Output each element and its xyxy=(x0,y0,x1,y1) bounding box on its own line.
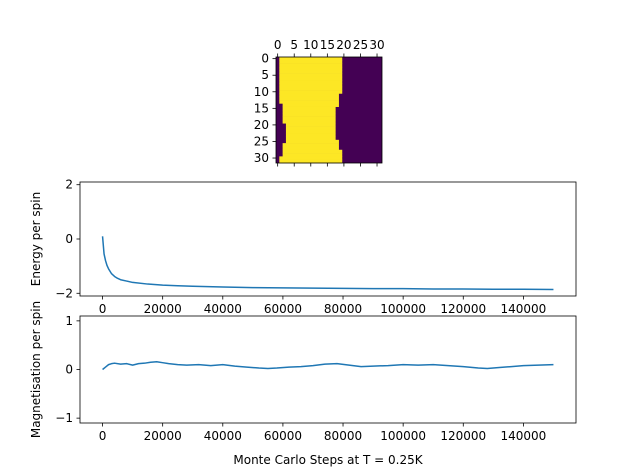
lattice-x-tick-label: 0 xyxy=(274,38,282,52)
lattice-row-up-domain xyxy=(279,156,343,160)
lattice-y-tick-label: 25 xyxy=(254,134,269,148)
lattice-row-up-domain xyxy=(282,149,343,154)
lattice-row-up-domain xyxy=(279,76,343,81)
lattice-row-up-domain xyxy=(279,96,339,101)
y-tick-label: 1 xyxy=(65,314,73,328)
x-tick-label: 140000 xyxy=(500,429,546,443)
x-tick-label: 80000 xyxy=(324,302,362,316)
magnetisation-axes-frame xyxy=(79,315,577,424)
lattice-row-up-domain xyxy=(282,119,336,124)
energy-y-axis-label: Energy per spin xyxy=(29,192,43,286)
lattice-row-up-domain xyxy=(285,126,336,131)
x-axis-label: Monte Carlo Steps at T = 0.25K xyxy=(233,453,423,467)
lattice-row-up-domain xyxy=(279,86,343,91)
lattice-y-tick-label: 15 xyxy=(254,101,269,115)
lattice-y-tick-label: 30 xyxy=(254,151,269,165)
energy-panel: 0 20000 40000 60000 80000 100000 120000 140000 … xyxy=(29,178,577,316)
magnetisation-panel: 0 20000 40000 60000 80000 100000 120000 140000 … xyxy=(29,301,577,467)
magnetisation-x-ticks: 0 20000 40000 60000 80000 100000 120000 140000 xyxy=(99,423,546,443)
x-tick-label: 0 xyxy=(99,429,107,443)
lattice-row-up-domain xyxy=(279,63,343,68)
lattice-y-tick-label: 5 xyxy=(261,68,269,82)
lattice-row-up-domain xyxy=(279,83,343,88)
lattice-row-up-domain xyxy=(282,153,343,157)
lattice-x-ticks: 0 5 10 15 20 25 30 xyxy=(274,38,385,167)
x-tick-label: 20000 xyxy=(144,302,182,316)
lattice-row-up-domain xyxy=(279,80,343,84)
lattice-y-tick-label: 20 xyxy=(254,118,269,132)
energy-y-ticks: −2 0 2 xyxy=(55,178,80,300)
lattice-row-up-domain xyxy=(285,133,336,137)
y-tick-label: 0 xyxy=(65,232,73,246)
lattice-row-up-domain xyxy=(282,106,336,111)
lattice-row-up-domain xyxy=(285,136,336,141)
lattice-row-up-domain xyxy=(282,113,336,117)
lattice-row-up-domain xyxy=(279,73,343,78)
magnetisation-y-axis-label: Magnetisation per spin xyxy=(29,301,43,438)
x-tick-label: 40000 xyxy=(204,429,242,443)
x-tick-label: 100000 xyxy=(380,429,426,443)
lattice-row-up-domain xyxy=(279,60,343,64)
lattice-row-up-domain xyxy=(279,66,343,71)
lattice-x-tick-label: 30 xyxy=(369,38,384,52)
y-tick-label: 2 xyxy=(65,178,73,192)
lattice-x-tick-label: 5 xyxy=(290,38,298,52)
energy-series-line xyxy=(101,236,554,291)
x-tick-label: 120000 xyxy=(440,429,486,443)
lattice-image xyxy=(276,57,382,164)
lattice-y-ticks: 0 5 10 15 20 25 30 xyxy=(254,52,276,165)
x-tick-label: 140000 xyxy=(500,302,546,316)
lattice-row-up-domain xyxy=(285,129,336,134)
energy-axes-frame xyxy=(79,181,577,297)
y-tick-label: −1 xyxy=(55,411,73,425)
lattice-x-tick-label: 10 xyxy=(303,38,318,52)
lattice-x-tick-label: 25 xyxy=(353,38,368,52)
lattice-row-up-domain xyxy=(285,123,336,127)
energy-x-ticks: 0 20000 40000 60000 80000 100000 120000 140000 xyxy=(99,296,546,316)
lattice-row-up-domain xyxy=(279,90,343,94)
lattice-row-up-domain xyxy=(282,116,336,121)
lattice-row-up-domain xyxy=(279,159,343,164)
y-tick-label: −2 xyxy=(55,286,73,300)
lattice-row-up-domain xyxy=(282,103,339,107)
lattice-row-up-domain xyxy=(282,146,339,151)
lattice-x-tick-label: 20 xyxy=(336,38,351,52)
lattice-row-up-domain xyxy=(279,57,343,61)
lattice-y-tick-label: 0 xyxy=(261,52,269,66)
x-tick-label: 20000 xyxy=(144,429,182,443)
lattice-row-up-domain xyxy=(282,143,339,147)
magnetisation-series-line xyxy=(102,360,554,371)
lattice-row-up-domain xyxy=(279,70,343,74)
x-tick-label: 40000 xyxy=(204,302,242,316)
lattice-y-tick-label: 10 xyxy=(254,85,269,99)
lattice-row-up-domain xyxy=(279,93,339,98)
x-tick-label: 0 xyxy=(99,302,107,316)
lattice-frame xyxy=(275,56,383,164)
lattice-x-tick-label: 15 xyxy=(320,38,335,52)
lattice-row-up-domain xyxy=(282,110,336,114)
lattice-row-up-domain xyxy=(279,100,339,104)
x-tick-label: 60000 xyxy=(264,429,302,443)
x-tick-label: 120000 xyxy=(440,302,486,316)
x-tick-label: 100000 xyxy=(380,302,426,316)
lattice-row-up-domain xyxy=(285,139,339,144)
magnetisation-y-ticks: −1 0 1 xyxy=(55,314,80,425)
y-tick-label: 0 xyxy=(65,363,73,377)
x-tick-label: 60000 xyxy=(264,302,302,316)
x-tick-label: 80000 xyxy=(324,429,362,443)
